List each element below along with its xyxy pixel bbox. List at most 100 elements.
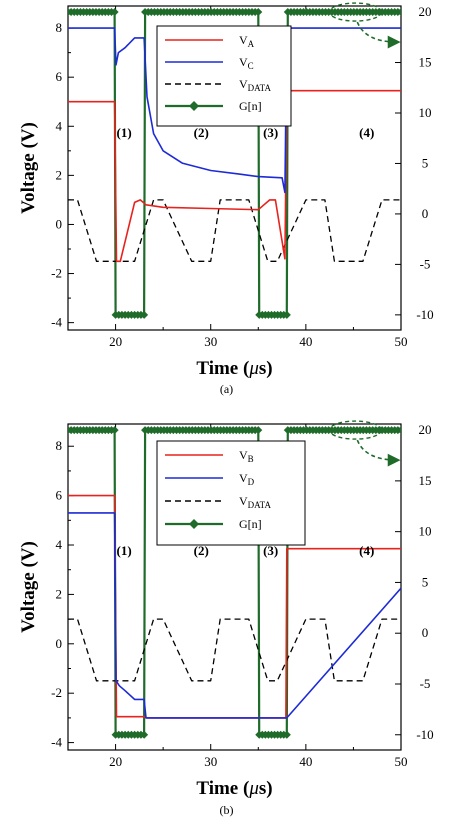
- y-left-tick-label: 0: [56, 216, 63, 231]
- y-left-tick-label: -4: [51, 315, 62, 330]
- legend-label: VDATA: [239, 494, 271, 510]
- gn-marker: [140, 310, 149, 319]
- y-right-tick-label: -10: [416, 727, 433, 742]
- series-group: [68, 8, 401, 319]
- x-axis-label-part: s): [259, 358, 273, 379]
- phase-label: (4): [359, 543, 374, 558]
- y-right-tick-label: 10: [419, 524, 432, 539]
- y-right-tick-label: 5: [422, 155, 429, 170]
- y-right-tick-label: 15: [419, 55, 432, 70]
- x-tick-label: 20: [109, 754, 122, 769]
- y-left-tick-label: -2: [51, 685, 62, 700]
- highlight-ellipse: [328, 2, 383, 22]
- y-left-tick-label: 2: [56, 586, 63, 601]
- x-tick-label: 30: [204, 754, 217, 769]
- right-axis-arrow: [356, 439, 401, 467]
- plot-frame: [67, 423, 402, 751]
- legend-label-sub: A: [248, 39, 255, 49]
- legend-label: VA: [239, 33, 255, 49]
- phase-label: (3): [263, 543, 278, 558]
- y-right-tick-label: 0: [422, 206, 429, 221]
- y-right-tick-label: 15: [419, 473, 432, 488]
- gn-marker: [110, 426, 119, 435]
- x-axis-label-part: Time (: [196, 358, 249, 379]
- legend-box: [156, 25, 292, 127]
- legend-label-sub: B: [248, 454, 254, 464]
- x-tick-label: 30: [204, 334, 217, 349]
- phase-label: (2): [194, 543, 209, 558]
- phase-label: (2): [194, 125, 209, 140]
- series-line-va: [68, 89, 401, 263]
- y-left-tick-label: -4: [51, 735, 62, 750]
- legend-label: VC: [239, 55, 254, 71]
- y-right-tick-label: -5: [420, 676, 431, 691]
- legend-label-base: V: [239, 471, 248, 485]
- series-line-vdata: [68, 618, 401, 682]
- phase-label: (1): [117, 125, 132, 140]
- x-axis-label-part: s): [259, 778, 273, 799]
- y-left-tick-label: -2: [51, 266, 62, 281]
- y-axis-label: Voltage (V): [18, 541, 39, 633]
- legend-label-base: V: [239, 77, 248, 91]
- x-tick-label: 40: [299, 754, 312, 769]
- x-tick-label: 50: [395, 754, 408, 769]
- legend-label: VDATA: [239, 77, 271, 93]
- gn-marker: [254, 8, 263, 17]
- y-left-tick-label: 4: [56, 537, 63, 552]
- gn-marker: [110, 8, 119, 17]
- legend-label-base: V: [239, 55, 248, 69]
- legend-label-base: V: [239, 494, 248, 508]
- x-axis-label-part: Time (: [196, 778, 249, 799]
- legend-label-base: G[n]: [239, 99, 262, 113]
- y-left-tick-label: 8: [56, 20, 63, 35]
- phase-label: (3): [263, 125, 278, 140]
- y-axis-label: Voltage (V): [18, 122, 39, 214]
- phase-label: (1): [117, 543, 132, 558]
- chart-panel-b: 20 30 40 50 -4 -2 0 2 4 6 8 -10 -5 0 5 10 15 20 Time (μs) V…: [18, 420, 434, 817]
- phase-label: (4): [359, 125, 374, 140]
- y-left-tick-label: 2: [56, 167, 63, 182]
- y-right-tick-label: 0: [422, 625, 429, 640]
- series-line-vd: [68, 512, 401, 719]
- legend-diamond-marker: [189, 519, 199, 529]
- x-axis-label-mu: μ: [248, 358, 259, 379]
- gn-marker: [282, 730, 291, 739]
- legend-label-sub: DATA: [248, 500, 272, 510]
- y-left-tick-label: 6: [56, 69, 63, 84]
- legend-label: VD: [239, 471, 255, 487]
- legend-label-sub: C: [248, 61, 254, 71]
- series-line-vc: [68, 27, 401, 194]
- figure-caption: (a): [220, 382, 233, 396]
- chart-panel-a: 20 30 40 50 -4 -2 0 2 4 6 8 -10 -5 0 5 10 15 20 Time (μs) V…: [18, 2, 434, 396]
- y-left-tick-label: 6: [56, 488, 63, 503]
- gn-marker: [397, 8, 401, 17]
- highlight-ellipse: [328, 420, 383, 440]
- legend-label: G[n]: [239, 99, 262, 113]
- x-axis-label: Time (μs): [196, 778, 272, 799]
- legend-label-base: V: [239, 448, 248, 462]
- figure-caption: (b): [220, 803, 234, 817]
- gn-marker: [140, 730, 149, 739]
- legend-label: G[n]: [239, 517, 262, 531]
- legend-label-sub: DATA: [248, 83, 272, 93]
- y-left-tick-label: 4: [56, 118, 63, 133]
- y-right-tick-label: 20: [419, 422, 432, 437]
- y-left-tick-label: 8: [56, 438, 63, 453]
- x-tick-label: 20: [109, 334, 122, 349]
- series-group: [68, 426, 401, 739]
- x-tick-label: 40: [299, 334, 312, 349]
- right-axis-arrow: [356, 21, 401, 49]
- y-right-tick-label: -10: [416, 307, 433, 322]
- y-right-tick-label: -5: [420, 256, 431, 271]
- legend-label-sub: D: [248, 477, 255, 487]
- legend-label: VB: [239, 448, 254, 464]
- x-tick-label: 50: [395, 334, 408, 349]
- gn-marker: [397, 426, 401, 435]
- legend-diamond-marker: [189, 101, 199, 111]
- y-right-tick-label: 5: [422, 574, 429, 589]
- x-axis-label: Time (μs): [196, 358, 272, 379]
- gn-marker: [282, 310, 291, 319]
